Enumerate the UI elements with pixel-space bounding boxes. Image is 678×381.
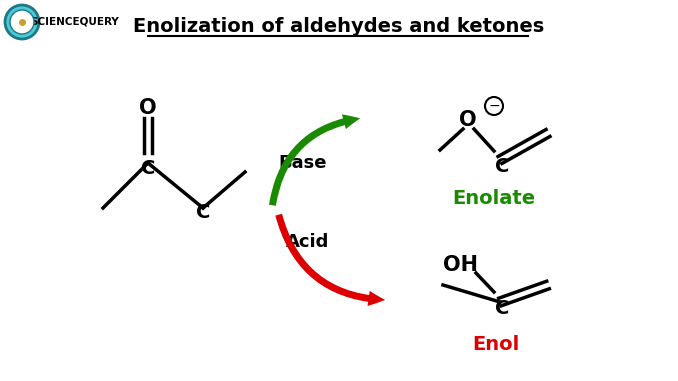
Text: C: C [495,157,509,176]
Text: C: C [495,299,509,319]
Text: O: O [459,110,477,130]
Text: Enolate: Enolate [452,189,536,208]
Text: Base: Base [279,154,327,172]
FancyArrowPatch shape [275,214,385,306]
Circle shape [10,10,34,34]
FancyArrowPatch shape [269,114,360,206]
Text: Enol: Enol [473,336,519,354]
Text: −: − [488,99,500,113]
Text: Acid: Acid [286,233,330,251]
Text: O: O [139,98,157,118]
Text: OH: OH [443,255,477,275]
Text: Enolization of aldehydes and ketones: Enolization of aldehydes and ketones [134,16,544,35]
Text: C: C [141,158,155,178]
Text: SCIENCEQUERY: SCIENCEQUERY [31,17,119,27]
Text: C: C [196,203,210,223]
Circle shape [5,5,39,39]
